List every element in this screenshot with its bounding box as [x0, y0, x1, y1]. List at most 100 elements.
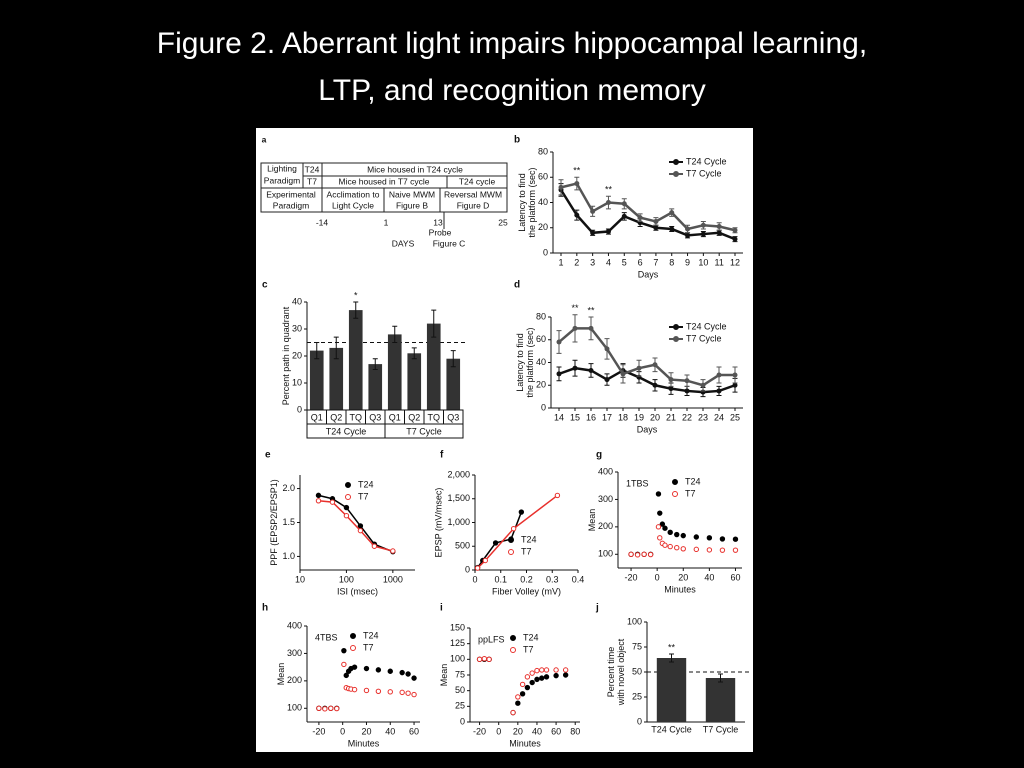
y-tick-label: 2,000: [447, 469, 470, 479]
series-line: [560, 182, 736, 232]
x-tick-label: 19: [634, 412, 644, 422]
point: [357, 527, 364, 534]
cell-text: Figure D: [457, 200, 490, 210]
point: [706, 535, 713, 541]
error-bar: [718, 673, 723, 683]
point: [667, 529, 673, 536]
y-tick-label: 1.5: [282, 517, 295, 527]
series-line: [558, 366, 736, 394]
legend-marker: [345, 494, 351, 500]
y-tick-label: 75: [455, 669, 465, 679]
bar: [329, 347, 344, 410]
x-tick-label: 16: [586, 412, 596, 422]
point: [621, 213, 627, 219]
bar: [387, 334, 402, 410]
legend-label: T7: [685, 488, 696, 498]
point: [334, 705, 340, 712]
legend-marker: [350, 633, 356, 639]
point: [693, 546, 700, 553]
panel-letter: h: [262, 603, 268, 614]
legend-label: T7: [521, 546, 532, 556]
x-tick-label: 40: [385, 726, 395, 736]
x-tick-label: T24 Cycle: [651, 724, 692, 734]
point: [574, 181, 580, 187]
point: [657, 510, 663, 516]
group-cell: [384, 423, 464, 439]
point: [719, 536, 726, 542]
point: [732, 227, 738, 233]
y-tick-label: 25: [455, 701, 465, 711]
point: [716, 388, 722, 394]
slide-title: LTP, and recognition memory: [318, 74, 705, 107]
x-tick-label: 15: [570, 412, 580, 422]
point: [655, 491, 662, 497]
y-axis-label: the platform (sec): [525, 327, 535, 397]
panel-letter: d: [514, 280, 520, 291]
x-tick-label: Q3: [369, 412, 381, 422]
annotation: **: [571, 303, 579, 313]
point: [341, 647, 347, 654]
y-tick-label: 125: [450, 638, 465, 648]
bar: [656, 658, 687, 722]
point: [554, 492, 561, 499]
y-tick-label: 400: [287, 620, 302, 630]
point: [351, 664, 358, 670]
point: [515, 694, 521, 700]
legend-label: T24 Cycle: [686, 321, 727, 331]
point: [518, 509, 525, 515]
point: [685, 232, 691, 238]
y-tick-label: 200: [287, 675, 302, 685]
point: [604, 377, 610, 383]
y-tick-label: 30: [292, 323, 302, 333]
y-tick-label: 0: [541, 402, 546, 412]
point: [684, 388, 690, 394]
x-tick-label: 23: [698, 412, 708, 422]
annotation: **: [573, 166, 581, 176]
x-tick-label: -20: [473, 726, 486, 736]
point: [700, 382, 706, 388]
point: [524, 684, 531, 691]
cell: [439, 187, 508, 213]
y-tick-label: 25: [632, 691, 642, 701]
x-tick-label: Q1: [389, 412, 401, 422]
y-tick-label: 1,000: [447, 517, 470, 527]
point: [574, 212, 580, 218]
x-tick-label: 80: [570, 726, 580, 736]
slide-title: Figure 2. Aberrant light impairs hippoca…: [157, 27, 867, 60]
x-tick-label: 40: [704, 572, 714, 582]
error-bar: [372, 358, 378, 370]
cell-text: Experimental: [266, 189, 316, 199]
point: [399, 669, 405, 676]
point: [476, 656, 483, 663]
x-tick-label: 5: [622, 257, 627, 267]
x-axis-label: ISI (msec): [337, 586, 378, 596]
y-axis-label: Mean: [276, 663, 286, 686]
point: [543, 667, 550, 673]
point: [693, 534, 700, 540]
y-tick-label: 1,500: [447, 493, 470, 503]
point: [668, 386, 674, 392]
panel-letter: g: [596, 450, 602, 461]
point: [634, 552, 641, 558]
y-tick-label: 0: [460, 716, 465, 726]
x-tick-label: 10: [295, 574, 305, 584]
error-bar: [669, 653, 674, 663]
point: [341, 661, 347, 668]
legend-label: T7: [363, 642, 374, 652]
point: [716, 372, 722, 378]
point: [655, 524, 662, 530]
cell-text: Light Cycle: [332, 200, 374, 210]
x-tick-label: 18: [618, 412, 628, 422]
point: [732, 382, 738, 388]
y-axis-label: Percent time: [606, 647, 616, 698]
y-tick-label: 60: [538, 172, 548, 182]
legend-marker: [508, 537, 514, 543]
point: [515, 700, 521, 706]
x-tick-label: 20: [513, 726, 523, 736]
error-bar: [431, 309, 437, 338]
point: [674, 545, 680, 551]
x-tick-label: 1000: [383, 574, 403, 584]
y-tick-label: 100: [627, 616, 642, 626]
y-tick-label: 100: [598, 549, 613, 559]
